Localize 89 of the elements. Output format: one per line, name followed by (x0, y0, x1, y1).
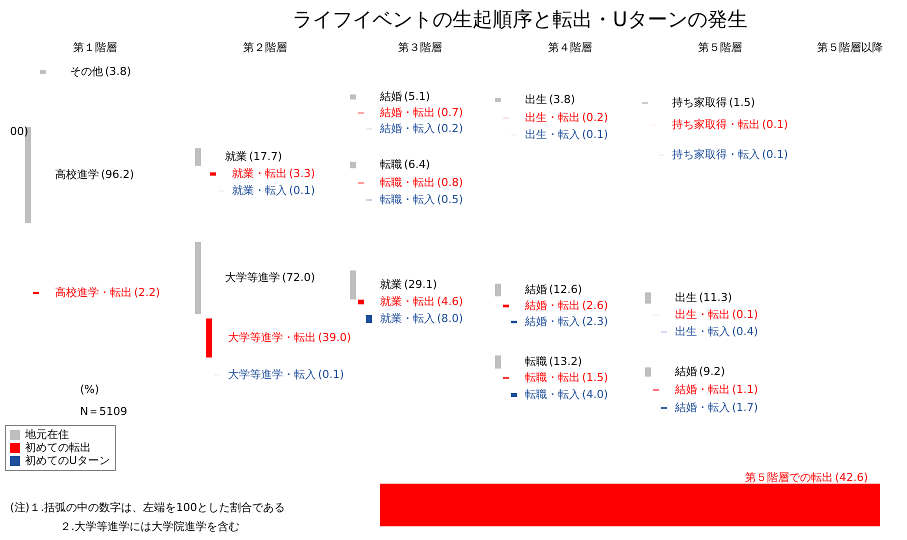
category-label: 就業 (380, 278, 402, 291)
category-label: 就業・転入 (232, 184, 287, 197)
category-label: 転職・転出 (525, 371, 580, 384)
category-label: 結婚・転入 (379, 122, 435, 135)
category-label: 出生・転出 (525, 111, 580, 124)
data-label: (0.1) (318, 368, 344, 381)
data-label: (42.6) (835, 471, 868, 484)
data-label: (3.8) (549, 93, 576, 106)
category-label: 大学等進学・転出 (228, 331, 316, 344)
category-label: 高校進学 (55, 168, 99, 181)
text: 第２階層 (243, 41, 287, 54)
category-label: 持ち家取得・転入 (672, 148, 760, 161)
category-label: 出生 (675, 291, 697, 304)
data-label: (0.2) (582, 111, 608, 124)
legend-label: 初めてのUターン (25, 454, 110, 467)
data-label: (8.0) (437, 312, 464, 325)
text: ２.大学等進学には大学院進学を含む (60, 520, 240, 533)
category-label: 就業・転出 (380, 295, 435, 308)
category-label: 第５階層での転出 (745, 471, 833, 484)
data-label: (12.6) (549, 283, 582, 296)
category-label: 結婚 (524, 283, 547, 296)
data-label: (0.1) (289, 184, 316, 197)
category-label: 転職 (380, 158, 402, 171)
data-label: (11.3) (699, 291, 732, 304)
data-label: (72.0) (282, 271, 316, 284)
data-label: (0.1) (762, 118, 788, 131)
data-label: (0.1) (582, 128, 608, 141)
category-label: 結婚・転入 (524, 315, 580, 328)
text: N＝5109 (80, 405, 128, 418)
data-label: (17.7) (249, 150, 282, 163)
text: 第３階層 (398, 41, 442, 54)
category-label: 結婚・転出 (674, 383, 730, 396)
category-label: 就業 (225, 150, 247, 163)
legend-label: 初めての転出 (25, 441, 91, 454)
category-label: その他 (70, 65, 103, 78)
data-label: (1.5) (729, 96, 756, 109)
data-label: (2.3) (582, 315, 608, 328)
category-label: 持ち家取得 (672, 96, 727, 109)
category-label: 結婚・転入 (674, 401, 730, 414)
data-label: (2.6) (582, 299, 608, 312)
category-label: 就業・転出 (232, 167, 287, 180)
data-label: (4.0) (582, 388, 608, 401)
data-label: (9.2) (699, 365, 726, 378)
category-label: 出生・転入 (525, 128, 580, 141)
category-label: 大学等進学 (225, 271, 280, 284)
category-label: 出生 (525, 93, 547, 106)
data-label: (1.7) (732, 401, 758, 414)
category-label: 結婚 (674, 365, 697, 378)
category-label: 出生・転出 (675, 308, 730, 321)
data-label: (39.0) (318, 331, 352, 344)
data-label: (29.1) (404, 278, 438, 291)
data-label: (0.7) (437, 106, 464, 119)
data-label: (96.2) (101, 168, 134, 181)
category-label: 転職・転入 (525, 388, 580, 401)
category-label: 持ち家取得・転出 (672, 118, 760, 131)
data-label: (2.2) (134, 286, 160, 299)
data-label: (0.4) (732, 325, 758, 338)
text: 第５階層 (698, 41, 742, 54)
data-label: (0.5) (437, 193, 464, 206)
category-label: 大学等進学・転入 (228, 368, 316, 381)
data-label: (0.1) (732, 308, 758, 321)
text: (%) (80, 383, 100, 396)
data-label: (1.1) (732, 383, 758, 396)
data-label: (1.5) (582, 371, 608, 384)
data-label: (0.1) (762, 148, 788, 161)
category-label: 就業・転入 (380, 312, 435, 325)
data-label: (5.1) (404, 90, 430, 103)
legend-label: 地元在住 (24, 428, 69, 441)
category-label: 出生・転入 (675, 325, 730, 338)
category-label: 転職 (525, 355, 547, 368)
text: 00) (10, 125, 28, 138)
text: 第５階層以降 (817, 41, 883, 54)
text: ライフイベントの生起順序と転出・Uターンの発生 (292, 7, 748, 31)
text: (注)１.括弧の中の数字は、左端を100とした割合である (10, 501, 286, 514)
data-label: (0.8) (437, 176, 464, 189)
data-label: (4.6) (437, 295, 464, 308)
text: 第１階層 (73, 41, 117, 54)
data-label: (0.2) (437, 122, 464, 135)
category-label: 結婚・転出 (379, 106, 435, 119)
data-label: (6.4) (404, 158, 430, 171)
category-label: 結婚・転出 (524, 299, 580, 312)
data-label: (13.2) (549, 355, 582, 368)
data-label: (3.8) (105, 65, 132, 78)
category-label: 転職・転入 (380, 193, 435, 206)
category-label: 高校進学・転出 (55, 286, 132, 299)
category-label: 結婚 (379, 90, 402, 103)
text: 第４階層 (548, 41, 592, 54)
data-label: (3.3) (289, 167, 316, 180)
category-label: 転職・転出 (380, 176, 435, 189)
